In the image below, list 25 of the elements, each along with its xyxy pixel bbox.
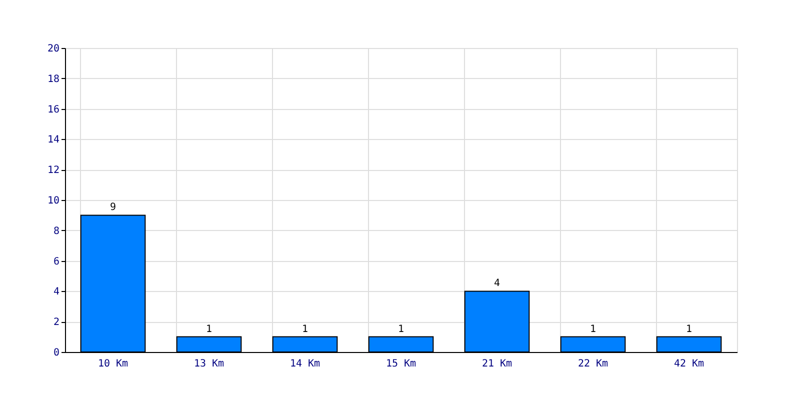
y-tick-label: 18 bbox=[47, 74, 60, 85]
y-tick-label: 20 bbox=[47, 44, 60, 54]
data-label: 4 bbox=[494, 278, 500, 290]
data-label: 1 bbox=[686, 324, 692, 335]
y-tick-label: 0 bbox=[53, 348, 60, 358]
y-tick-label: 2 bbox=[53, 317, 60, 328]
data-label: 1 bbox=[590, 324, 596, 335]
data-label: 1 bbox=[302, 324, 308, 335]
x-tick-label: 10 Km bbox=[98, 358, 128, 370]
y-tick-label: 4 bbox=[53, 286, 60, 298]
x-tick-label: 15 Km bbox=[386, 358, 416, 370]
x-tick-label: 22 Km bbox=[578, 358, 608, 370]
y-tick-label: 8 bbox=[53, 226, 60, 237]
data-label: 1 bbox=[398, 324, 404, 335]
x-tick-label: 13 Km bbox=[194, 358, 224, 370]
y-tick-label: 6 bbox=[53, 256, 60, 268]
y-tick-label: 10 bbox=[47, 196, 60, 206]
x-tick-label: 14 Km bbox=[290, 358, 320, 370]
y-tick-label: 16 bbox=[47, 104, 60, 116]
data-label: 1 bbox=[206, 324, 212, 335]
x-tick-label: 42 Km bbox=[674, 358, 704, 370]
x-tick-label: 21 Km bbox=[482, 358, 512, 370]
data-label: 9 bbox=[110, 202, 116, 214]
y-tick-label: 14 bbox=[47, 134, 60, 146]
y-tick-label: 12 bbox=[47, 165, 60, 176]
